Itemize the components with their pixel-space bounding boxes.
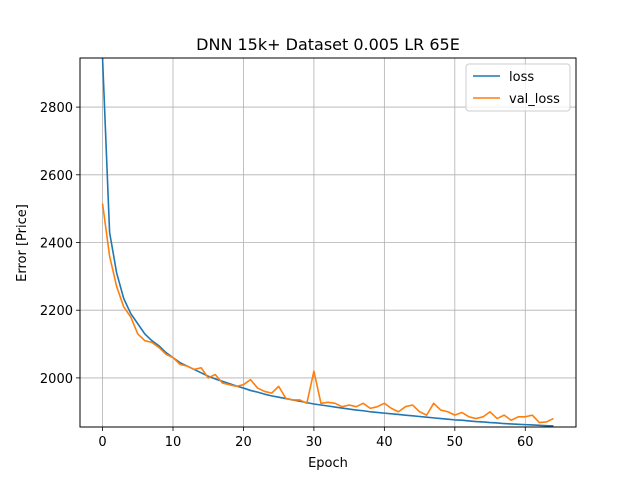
legend-label: val_loss — [509, 92, 560, 107]
chart-title: DNN 15k+ Dataset 0.005 LR 65E — [196, 35, 460, 54]
series-line-loss — [101, 58, 554, 427]
legend: loss val_loss — [465, 63, 571, 112]
x-tick-label: 30 — [306, 435, 323, 450]
y-tick-label: 2200 — [40, 304, 73, 319]
x-axis-label: Epoch — [308, 456, 348, 471]
y-axis-ticks: 2000 2200 2400 2600 2800 — [40, 101, 80, 387]
x-tick-label: 60 — [517, 435, 534, 450]
y-tick-label: 2800 — [40, 101, 73, 116]
x-tick-label: 40 — [376, 435, 393, 450]
series-line-val-loss — [101, 203, 554, 424]
x-tick-label: 50 — [447, 435, 464, 450]
y-tick-label: 2600 — [40, 169, 73, 184]
y-tick-label: 2400 — [40, 237, 73, 252]
y-axis-label: Error [Price] — [15, 204, 30, 282]
x-tick-label: 10 — [165, 435, 182, 450]
x-tick-label: 20 — [235, 435, 252, 450]
y-tick-label: 2000 — [40, 372, 73, 387]
x-tick-label: 0 — [98, 435, 106, 450]
grid-lines — [80, 58, 576, 427]
legend-label: loss — [509, 70, 534, 85]
series-layer — [101, 58, 554, 427]
x-axis-ticks: 0 10 20 30 40 50 60 — [98, 427, 534, 450]
